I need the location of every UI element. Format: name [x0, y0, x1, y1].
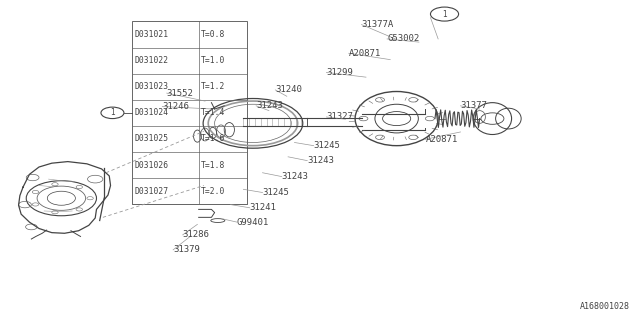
Text: D031024: D031024 [134, 108, 168, 117]
Text: 31327: 31327 [326, 113, 353, 122]
Text: 31243: 31243 [307, 156, 334, 165]
Text: A20871: A20871 [426, 135, 458, 144]
Text: 31240: 31240 [275, 85, 302, 94]
Text: 31245: 31245 [314, 141, 340, 150]
Text: 1: 1 [110, 108, 115, 117]
Text: A20871: A20871 [349, 49, 381, 58]
Text: A168001028: A168001028 [580, 302, 630, 311]
Text: 31243: 31243 [256, 101, 283, 110]
Text: T=1.4: T=1.4 [201, 108, 225, 117]
Text: 31299: 31299 [326, 68, 353, 77]
Text: D031022: D031022 [134, 56, 168, 65]
Text: G99401: G99401 [237, 218, 269, 227]
Text: 31241: 31241 [250, 203, 276, 212]
Text: 31379: 31379 [173, 245, 200, 254]
Text: 31245: 31245 [262, 188, 289, 197]
Text: D031021: D031021 [134, 30, 168, 39]
Text: D031023: D031023 [134, 82, 168, 91]
Text: T=1.0: T=1.0 [201, 56, 225, 65]
Text: D031027: D031027 [134, 187, 168, 196]
Text: G53002: G53002 [387, 35, 419, 44]
Text: T=1.2: T=1.2 [201, 82, 225, 91]
Text: D031026: D031026 [134, 161, 168, 170]
Text: 31377A: 31377A [362, 20, 394, 29]
Text: T=2.0: T=2.0 [201, 187, 225, 196]
Text: T=0.8: T=0.8 [201, 30, 225, 39]
Text: T=1.6: T=1.6 [201, 134, 225, 143]
Text: 31286: 31286 [182, 230, 209, 239]
Text: 31243: 31243 [282, 172, 308, 181]
Text: 31552: 31552 [167, 89, 194, 98]
Text: T=1.8: T=1.8 [201, 161, 225, 170]
Text: D031025: D031025 [134, 134, 168, 143]
Text: 1: 1 [442, 10, 447, 19]
Text: 31377: 31377 [461, 101, 488, 110]
Text: 31246: 31246 [163, 102, 189, 111]
